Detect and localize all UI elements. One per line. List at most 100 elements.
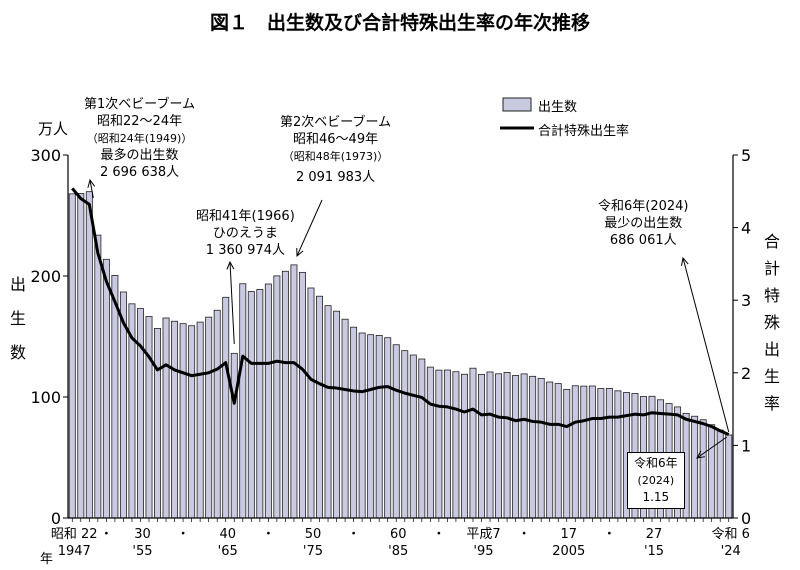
arrow-head: [296, 247, 304, 258]
arrow-head: [696, 450, 705, 459]
ann-text: (2024): [637, 474, 675, 487]
bar-1986: [401, 350, 409, 519]
legend-bar-label: 出生数: [538, 100, 578, 115]
bar-1997: [495, 373, 503, 519]
bar-2001: [529, 375, 537, 519]
bar-1964: [213, 309, 221, 519]
bar-1993: [460, 373, 468, 519]
left-axis-label: 出生数: [10, 275, 27, 362]
arrow-head: [680, 256, 689, 266]
bar-1992: [452, 371, 460, 519]
ann-text: 最少の出生数: [604, 216, 683, 231]
x-tick-label-year: '75: [303, 544, 323, 559]
bar-2024: [725, 434, 733, 519]
bar-2009: [597, 388, 605, 519]
x-tick-label-era: 30: [134, 527, 151, 542]
annotation-arrow: [229, 261, 235, 345]
bar-1951: [102, 258, 110, 519]
x-tick-label-year: '15: [644, 544, 664, 559]
bar-1949: [85, 191, 93, 519]
annotation-boom2: 第2次ベビーブーム 昭和46～49年 （昭和48年(1973)） 2 091 9…: [280, 114, 391, 186]
bar-2008: [588, 385, 596, 519]
bar-1973: [290, 264, 298, 519]
left-tick-label: 100: [30, 388, 61, 407]
annotation-tfr-box: 令和6年 (2024) 1.15: [627, 452, 685, 509]
bar-1968: [247, 291, 255, 519]
annotation-min-births: 令和6年(2024) 最少の出生数 686 061人: [598, 198, 689, 249]
bar-2007: [580, 385, 588, 519]
ann-text: 最多の出生数: [100, 148, 179, 163]
right-axis-label: 合計特殊出生率: [764, 232, 781, 413]
bar-2010: [605, 388, 613, 519]
right-tick-label: 0: [741, 509, 751, 528]
ann-text: 2 696 638人: [99, 165, 180, 180]
bar-1950: [94, 234, 102, 519]
left-tick-label: 300: [30, 146, 61, 165]
arrow-head: [87, 178, 96, 188]
right-tick-label: 4: [741, 219, 751, 238]
bar-1980: [350, 326, 358, 519]
bar-2006: [571, 385, 579, 519]
bar-2005: [563, 388, 571, 519]
bar-1961: [188, 325, 196, 519]
right-tick-label: 1: [741, 436, 751, 455]
x-tick-label-year: '85: [388, 544, 408, 559]
bar-2004: [554, 383, 562, 519]
annotation-arrow: [696, 436, 728, 459]
ann-text: 令和6年: [634, 456, 678, 470]
x-tick-label-era: 令和 6: [712, 527, 750, 542]
x-tick-dot: ・: [347, 527, 360, 542]
bar-1952: [111, 274, 119, 519]
bar-1955: [136, 308, 144, 519]
bar-1976: [316, 295, 323, 519]
x-tick-label-year: '65: [218, 544, 238, 559]
annotation-arrow: [89, 179, 94, 199]
bar-1970: [264, 283, 272, 519]
ann-text: 昭和46～49年: [293, 132, 379, 147]
bar-1974: [298, 271, 306, 519]
left-axis-unit: 万人: [38, 120, 69, 138]
bar-1969: [256, 289, 264, 519]
bar-1990: [435, 369, 443, 519]
right-tick-label: 2: [741, 364, 751, 383]
right-tick-label: 3: [741, 291, 751, 310]
x-tick-dot: ・: [518, 527, 531, 542]
x-tick-label-era: 50: [305, 527, 322, 542]
bar-2022: [708, 424, 716, 519]
bar-1978: [333, 310, 341, 519]
x-tick-label-year: '95: [473, 544, 493, 559]
legend-line-label: 合計特殊出生率: [538, 124, 630, 139]
ann-text: 令和6年(2024): [598, 199, 689, 214]
ann-text: （昭和48年(1973)）: [282, 150, 389, 163]
bar-1998: [503, 372, 511, 519]
ann-text: 2 091 983人: [295, 170, 376, 185]
bar-1966: [230, 352, 238, 519]
ann-text: 1.15: [642, 490, 670, 504]
bar-1948: [77, 193, 85, 519]
chart-title: 図１ 出生数及び合計特殊出生率の年次推移: [209, 12, 590, 34]
x-tick-label-year: '24: [721, 544, 741, 559]
bar-1963: [205, 316, 213, 519]
bar-1967: [239, 283, 247, 519]
x-tick-label-year: 1947: [58, 544, 91, 559]
ann-text: 第2次ベビーブーム: [280, 115, 392, 130]
annotation-arrow: [296, 199, 323, 257]
x-tick-label-year: 2005: [552, 544, 585, 559]
ann-text: 686 061人: [609, 233, 677, 248]
bar-2003: [546, 381, 554, 519]
ann-text: 第1次ベビーブーム: [84, 97, 196, 112]
bar-1982: [367, 334, 375, 519]
bar-1991: [443, 369, 451, 519]
annotation-hinoeuma: 昭和41年(1966) ひのえうま 1 360 974人: [196, 208, 295, 259]
x-tick-dot: ・: [177, 527, 190, 542]
bar-1985: [392, 344, 400, 519]
arrow-head: [226, 260, 235, 270]
bar-1977: [324, 305, 332, 519]
bar-1947: [68, 193, 76, 519]
bar-2002: [537, 377, 545, 519]
bar-1971: [273, 275, 281, 519]
bar-1972: [281, 270, 289, 519]
bar-1994: [469, 367, 477, 519]
